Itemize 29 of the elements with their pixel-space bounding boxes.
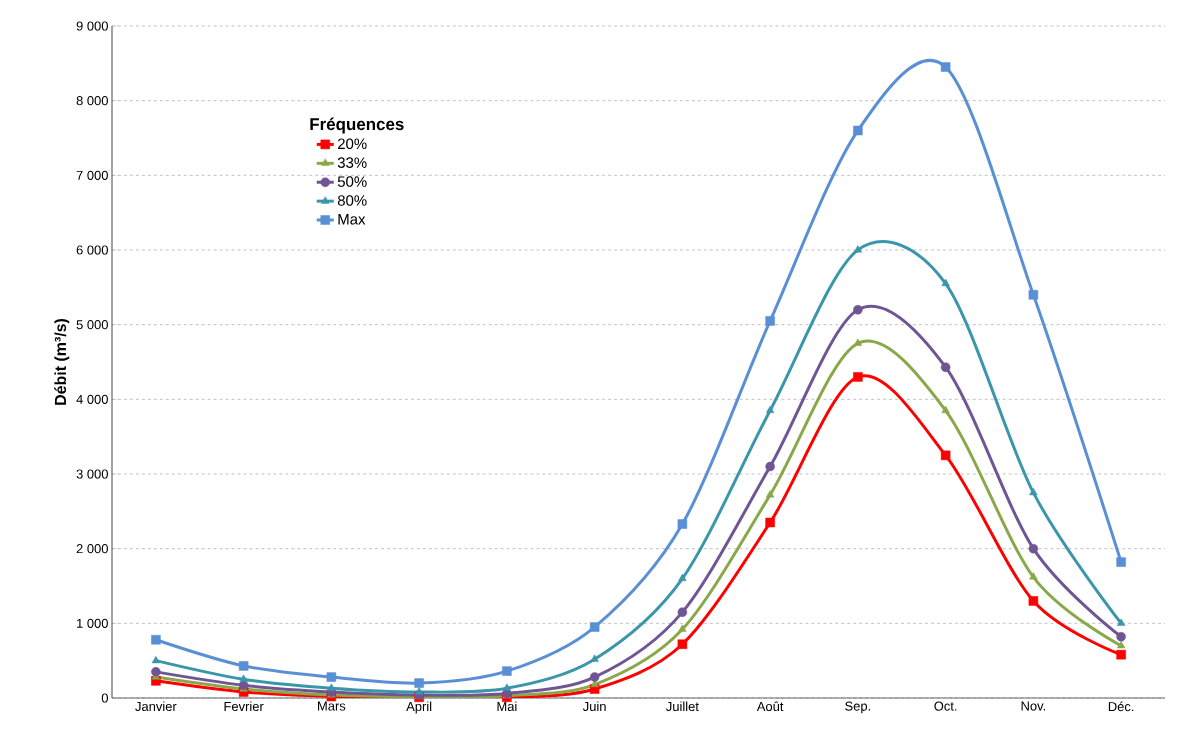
y-tick-label: 2 000 [76, 544, 108, 554]
y-tick-label: 4 000 [76, 394, 108, 404]
legend-label: 50% [337, 176, 367, 187]
legend-title: Fréquences [310, 117, 404, 134]
y-axis-title: Débit (m³/s) [54, 318, 70, 405]
x-tick-label: Fevrier [224, 701, 264, 712]
x-tick-label: April [406, 701, 432, 714]
y-tick-label: 1 000 [77, 618, 108, 628]
x-tick-label: Juillet [666, 701, 699, 712]
x-tick-label: Déc. [1108, 701, 1134, 712]
y-tick-label: 0 [101, 693, 108, 703]
legend-label: 80% [337, 195, 367, 206]
x-tick-label: Nov. [1021, 701, 1046, 711]
y-tick-label: 9 000 [76, 21, 108, 31]
legend-label: Max [338, 214, 366, 225]
y-tick-label: 3 000 [76, 469, 108, 479]
y-tick-label: 7 000 [76, 170, 108, 180]
x-tick-label: Sep. [845, 701, 871, 714]
y-tick-label: 8 000 [76, 96, 108, 106]
y-tick-label: 5 000 [76, 320, 108, 330]
legend-label: 20% [338, 138, 367, 150]
x-tick-label: Août [756, 701, 784, 712]
y-tick-label: 6 000 [76, 245, 108, 255]
x-tick-label: Juin [582, 701, 606, 712]
x-tick-label: Mars [318, 701, 346, 711]
x-tick-label: Mai [497, 701, 517, 712]
legend-label: 33% [337, 157, 367, 168]
x-tick-label: Janvier [135, 701, 177, 712]
x-tick-label: Oct. [934, 701, 957, 711]
